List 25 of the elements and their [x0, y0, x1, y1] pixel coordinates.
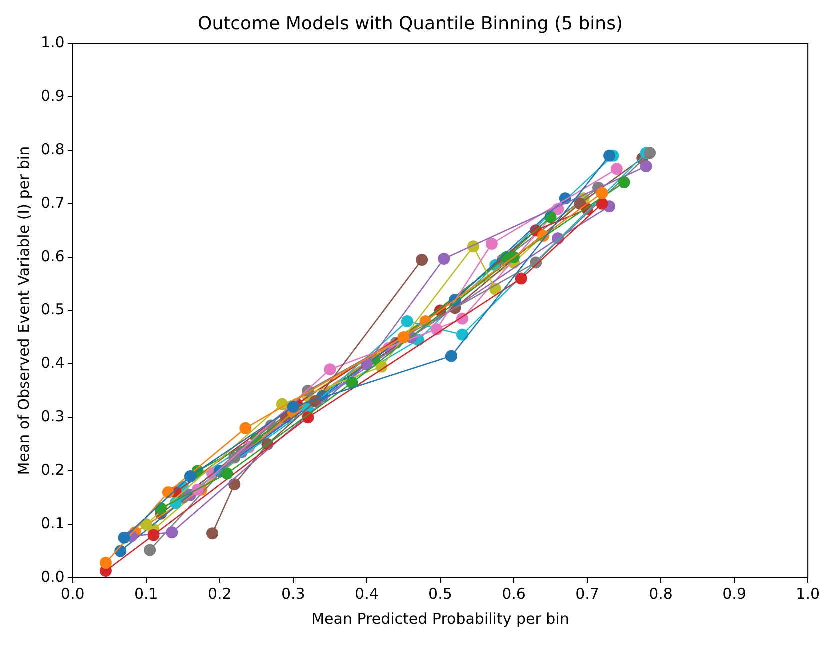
y-axis-title: Mean of Observed Event Variable (I) per bin [14, 146, 33, 476]
x-tick-label: 0.9 [722, 584, 746, 603]
y-tick-label: 0.5 [40, 300, 65, 319]
x-tick-label: 0.3 [281, 584, 306, 603]
y-tick-label: 0.7 [40, 194, 65, 212]
y-tick-label: 0.0 [40, 568, 65, 586]
x-tick-label: 0.7 [576, 584, 600, 603]
x-axis-title: Mean Predicted Probability per bin [312, 610, 570, 628]
y-tick-label: 0.3 [40, 408, 65, 426]
y-tick-label: 0.6 [40, 247, 65, 266]
x-tick-label: 0.8 [649, 584, 673, 603]
x-tick-label: 0.2 [208, 584, 232, 603]
y-tick-label: 0.8 [40, 140, 65, 158]
y-tick-label: 0.9 [40, 86, 65, 105]
x-tick-label: 0.1 [134, 584, 158, 603]
x-tick-label: 0.6 [502, 584, 526, 603]
x-tick-label: 0.5 [428, 584, 452, 603]
y-tick-label: 0.2 [40, 461, 65, 480]
chart-title: Outcome Models with Quantile Binning (5 bins) [198, 13, 623, 34]
x-tick-label: 1.0 [796, 584, 820, 603]
y-tick-label: 0.1 [40, 514, 65, 532]
x-tick-label: 0.0 [60, 584, 85, 603]
y-tick-label: 0.4 [40, 354, 65, 372]
x-tick-label: 0.4 [355, 584, 379, 603]
y-tick-label: 1.0 [40, 33, 65, 52]
